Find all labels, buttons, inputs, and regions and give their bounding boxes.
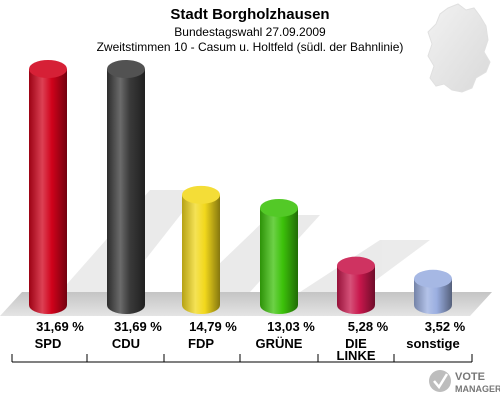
value-label: 31,69 % <box>36 319 84 334</box>
value-label: 31,69 % <box>114 319 162 334</box>
x-axis-ticks <box>11 354 473 362</box>
vote-manager-logo: VOTE MANAGER <box>429 370 500 394</box>
bar-body <box>414 278 452 314</box>
bar-body <box>29 69 67 314</box>
logo-line-2: MANAGER <box>455 384 500 394</box>
bar-top <box>337 256 375 275</box>
chart-subtitle: Bundestagswahl 27.09.2009 <box>174 25 326 39</box>
category-labels-group: SPD CDU FDP GRÜNE DIE LINKE sonstige <box>35 336 460 363</box>
bar-body <box>182 194 220 314</box>
category-label: SPD <box>35 336 62 351</box>
value-label: 14,79 % <box>189 319 237 334</box>
value-labels-group: 31,69 % 31,69 % 14,79 % 13,03 % 5,28 % 3,52 % <box>36 319 466 334</box>
category-label: sonstige <box>406 336 459 351</box>
germany-map-icon <box>427 3 491 93</box>
bar-top <box>182 185 220 204</box>
bar-top <box>107 60 145 78</box>
bar-die-linke <box>337 256 375 314</box>
logo-check-icon <box>433 373 449 390</box>
bar-top <box>29 60 67 78</box>
bar-fdp <box>182 185 220 314</box>
value-label: 13,03 % <box>267 319 315 334</box>
category-label: FDP <box>188 336 214 351</box>
bar-top <box>414 269 452 288</box>
bar-spd <box>29 60 67 314</box>
bar-body <box>260 207 298 314</box>
logo-line-1: VOTE <box>455 371 485 383</box>
bar-gr-ne <box>260 198 298 314</box>
value-label: 3,52 % <box>425 319 466 334</box>
bars-group <box>29 60 452 314</box>
chart-subtitle-2: Zweitstimmen 10 - Casum u. Holtfeld (süd… <box>97 40 404 54</box>
bar-cdu <box>107 60 145 314</box>
bar-body <box>107 69 145 314</box>
bar-body <box>337 265 375 314</box>
category-label: DIE LINKE <box>337 336 376 363</box>
bar-sonstige <box>414 269 452 314</box>
category-label: GRÜNE <box>256 336 303 351</box>
category-label: CDU <box>112 336 140 351</box>
value-label: 5,28 % <box>348 319 389 334</box>
logo-mark-icon <box>429 370 451 392</box>
bar-top <box>260 198 298 217</box>
chart-title: Stadt Borgholzhausen <box>170 6 329 23</box>
